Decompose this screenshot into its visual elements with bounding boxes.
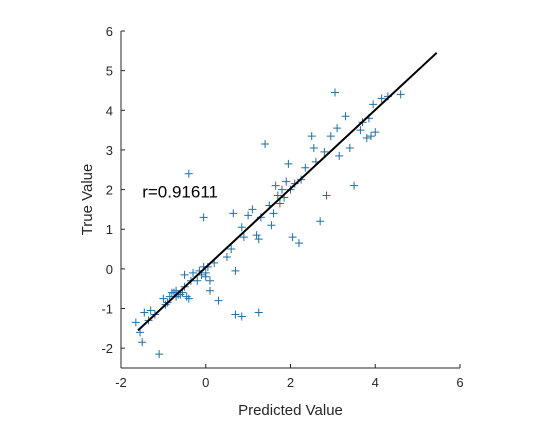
y-axis-label: True Value (79, 164, 96, 236)
data-point (182, 292, 191, 301)
correlation-annotation: r=0.91611 (142, 183, 218, 202)
data-point (396, 90, 405, 99)
data-point (201, 272, 210, 281)
data-point (271, 181, 280, 190)
data-point (333, 124, 342, 133)
data-point (155, 350, 164, 359)
data-points (131, 88, 405, 359)
data-point (369, 100, 378, 109)
data-point (367, 132, 376, 141)
data-point (231, 310, 240, 319)
data-point (140, 308, 149, 317)
data-point (184, 294, 193, 303)
data-point (205, 286, 214, 295)
data-point (229, 209, 238, 218)
data-point (341, 112, 350, 121)
data-point (131, 318, 140, 327)
data-point (273, 191, 282, 200)
data-point (237, 312, 246, 321)
data-point (169, 288, 178, 297)
data-point (275, 199, 284, 208)
data-point (193, 276, 202, 285)
x-tick-label: -2 (115, 375, 127, 390)
data-point (244, 211, 253, 220)
data-point (307, 132, 316, 141)
data-point (309, 143, 318, 152)
data-point (322, 191, 331, 200)
data-point (371, 128, 380, 137)
data-point (330, 88, 339, 97)
data-point (248, 205, 257, 214)
data-point (237, 223, 246, 232)
data-point (269, 209, 278, 218)
x-tick-label: 4 (372, 375, 379, 390)
x-tick-label: 6 (456, 375, 463, 390)
data-point (231, 266, 240, 275)
data-point (261, 139, 270, 148)
y-tick-label: 4 (106, 103, 113, 118)
x-tick-label: 2 (287, 375, 294, 390)
data-point (267, 221, 276, 230)
data-point (146, 306, 155, 315)
data-point (252, 231, 261, 240)
data-point (227, 245, 236, 254)
data-point (159, 294, 168, 303)
data-point (282, 177, 291, 186)
data-point (316, 217, 325, 226)
data-point (199, 213, 208, 222)
data-point (350, 181, 359, 190)
data-point (138, 338, 147, 347)
data-point (335, 151, 344, 160)
y-tick-label: -1 (101, 302, 113, 317)
x-axis-label: Predicted Value (238, 402, 343, 419)
data-point (214, 296, 223, 305)
fit-line-layer (137, 52, 438, 332)
data-point (278, 185, 287, 194)
axis-ticks: -2 0 2 4 6 -2 -1 0 1 2 3 4 5 6 (101, 24, 463, 390)
data-point (294, 239, 303, 248)
data-point (301, 163, 310, 172)
y-tick-label: 5 (106, 64, 113, 79)
data-point (356, 126, 365, 135)
data-point (239, 233, 248, 242)
data-point (362, 134, 371, 143)
data-point (180, 270, 189, 279)
y-tick-label: 3 (106, 143, 113, 158)
data-point (254, 235, 263, 244)
fit-line (137, 52, 438, 332)
y-tick-label: 2 (106, 183, 113, 198)
data-point (326, 132, 335, 141)
y-tick-label: 6 (106, 24, 113, 39)
data-point (222, 252, 231, 261)
y-tick-label: 0 (106, 262, 113, 277)
data-point (345, 143, 354, 152)
data-point (184, 169, 193, 178)
data-point (284, 159, 293, 168)
data-point (288, 233, 297, 242)
y-tick-label: -2 (101, 341, 113, 356)
data-point (377, 94, 386, 103)
data-point (320, 147, 329, 156)
x-tick-label: 0 (202, 375, 209, 390)
data-point (205, 276, 214, 285)
data-point (189, 268, 198, 277)
data-point (254, 308, 263, 317)
y-tick-label: 1 (106, 222, 113, 237)
